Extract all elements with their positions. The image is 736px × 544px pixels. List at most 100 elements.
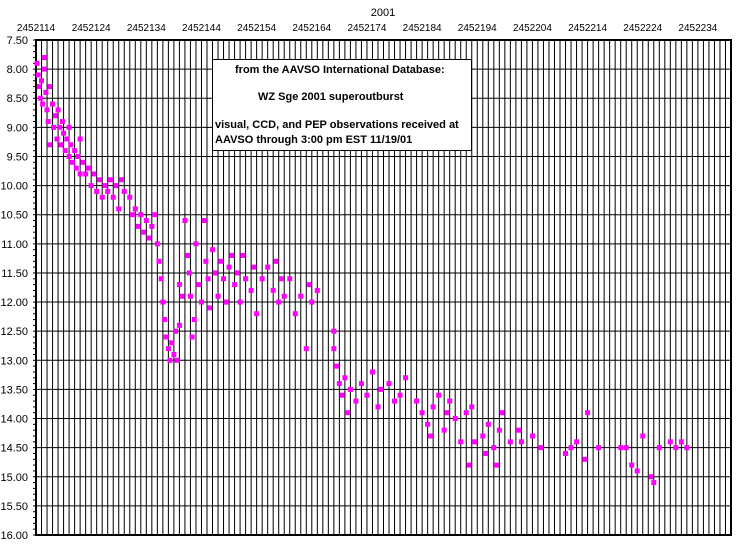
x-tick-label: 2452124 [72, 23, 111, 34]
observation-point [234, 270, 240, 276]
observation-point [452, 416, 458, 422]
observation-point [174, 357, 180, 363]
observation-point [499, 410, 505, 416]
x-tick-label: 2452154 [237, 23, 276, 34]
y-tick-label: 8.50 [7, 93, 28, 105]
observation-point [648, 474, 654, 480]
annotation-line-2: WZ Sge 2001 superoutburst [258, 91, 404, 103]
observation-point [629, 462, 635, 468]
x-tick-label: 2452184 [403, 23, 442, 34]
observation-point [364, 392, 370, 398]
observation-point [210, 247, 216, 253]
chart-title: 2001 [371, 7, 395, 19]
observation-point [171, 351, 177, 357]
observation-point [62, 148, 68, 154]
observation-point [167, 357, 173, 363]
observation-point [436, 392, 442, 398]
observation-point [634, 468, 640, 474]
x-tick-label: 2452114 [17, 23, 56, 34]
observation-point [96, 177, 102, 183]
observation-point [223, 299, 229, 305]
observation-point [303, 346, 309, 352]
observation-point [447, 398, 453, 404]
y-tick-label: 11.50 [1, 268, 28, 280]
observation-point [35, 72, 41, 78]
observation-point [463, 410, 469, 416]
observation-point [309, 299, 315, 305]
observation-point [45, 119, 51, 125]
observation-point [483, 450, 489, 456]
observation-point [518, 439, 524, 445]
x-tick-label: 2452164 [292, 23, 331, 34]
observation-point [176, 322, 182, 328]
observation-point [107, 177, 113, 183]
y-tick-label: 9.50 [7, 151, 28, 163]
observation-point [85, 165, 91, 171]
observation-point [41, 54, 47, 60]
observation-point [251, 264, 257, 270]
observation-point [66, 124, 72, 130]
y-tick-label: 13.00 [0, 355, 28, 367]
observation-point [466, 462, 472, 468]
observation-point [485, 421, 491, 427]
observation-point [135, 223, 141, 229]
observation-point [68, 142, 74, 148]
observation-point [403, 375, 409, 381]
observation-point [121, 188, 127, 194]
observation-point [563, 450, 569, 456]
observation-point [57, 124, 63, 130]
x-tick-label: 2452194 [458, 23, 497, 34]
observation-point [127, 194, 133, 200]
observation-point [198, 299, 204, 305]
observation-point [306, 282, 312, 288]
observation-point [154, 241, 160, 247]
x-tick-label: 2452144 [182, 23, 221, 34]
observation-point [39, 78, 45, 84]
observation-point [469, 404, 475, 410]
observation-point [494, 462, 500, 468]
observation-point [345, 410, 351, 416]
y-tick-label: 12.00 [0, 297, 28, 309]
grid [33, 39, 732, 536]
data-points [34, 54, 690, 486]
observation-point [427, 433, 433, 439]
observation-point [582, 456, 588, 462]
y-tick-label: 7.50 [7, 35, 28, 47]
x-tick-labels: 2452114 2452124 2452134 2452144 2452154 24521… [17, 23, 718, 34]
observation-point [281, 293, 287, 299]
observation-point [44, 107, 50, 113]
observation-point [130, 212, 136, 218]
observation-point [37, 95, 43, 101]
observation-point [207, 305, 213, 311]
y-tick-label: 10.50 [0, 210, 28, 222]
observation-point [50, 101, 56, 107]
y-tick-label: 15.00 [0, 472, 28, 484]
observation-point [203, 258, 209, 264]
observation-point [185, 252, 191, 258]
observation-point [353, 398, 359, 404]
observation-point [187, 293, 193, 299]
observation-point [58, 142, 64, 148]
observation-point [163, 334, 169, 340]
observation-point [419, 410, 425, 416]
y-tick-label: 12.50 [0, 326, 28, 338]
observation-point [237, 299, 243, 305]
observation-point [169, 340, 175, 346]
y-tick-label: 14.00 [0, 414, 28, 426]
observation-point [77, 171, 83, 177]
observation-point [651, 480, 657, 486]
observation-point [684, 445, 690, 451]
observation-point [52, 113, 58, 119]
x-tick-label: 2452224 [623, 23, 662, 34]
observation-point [162, 317, 168, 323]
y-tick-label: 15.50 [0, 501, 28, 513]
observation-point [392, 398, 398, 404]
observation-point [270, 287, 276, 293]
observation-point [189, 334, 195, 340]
x-tick-label: 2452234 [678, 23, 717, 34]
observation-point [218, 258, 224, 264]
observation-point [673, 445, 679, 451]
observation-point [336, 381, 342, 387]
observation-point [618, 445, 624, 451]
